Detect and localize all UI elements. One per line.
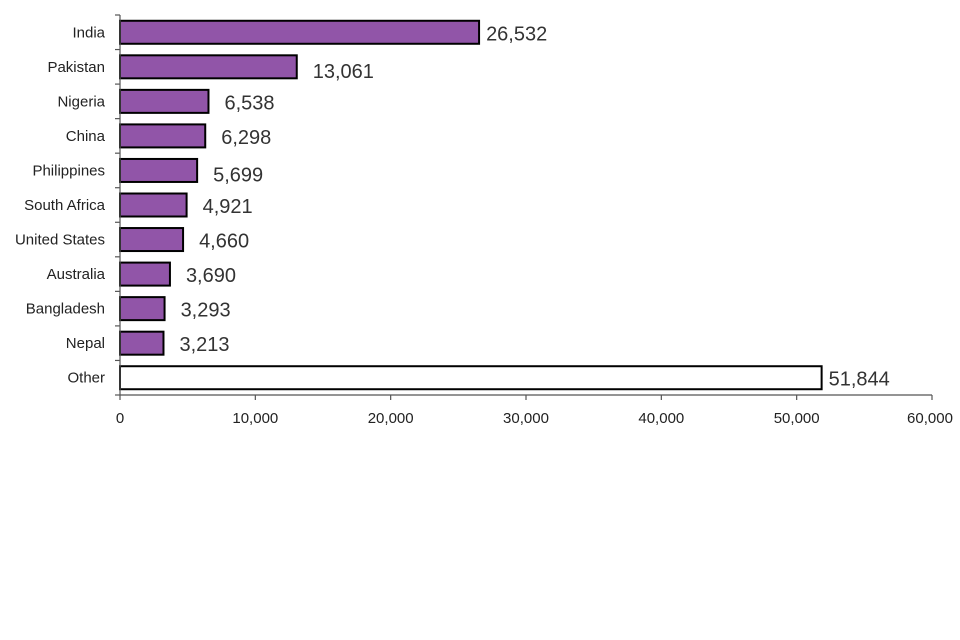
value-label: 26,532: [486, 23, 547, 45]
x-tick-label: 30,000: [503, 410, 549, 427]
category-label: Other: [67, 370, 105, 387]
category-label: Nepal: [66, 335, 105, 352]
bar-china: [119, 123, 207, 149]
value-label: 6,298: [221, 127, 271, 149]
bar-pakistan: [119, 54, 298, 80]
bar-other: [119, 365, 823, 391]
bar-bangladesh: [119, 296, 166, 322]
category-label: China: [66, 128, 106, 145]
bar-australia: [119, 261, 171, 287]
value-label: 13,061: [313, 61, 374, 83]
x-tick-label: 60,000: [907, 410, 953, 427]
bar-nigeria: [119, 88, 210, 114]
x-tick-label: 20,000: [368, 410, 414, 427]
bar-south-africa: [119, 192, 188, 218]
value-label: 5,699: [213, 164, 263, 186]
value-label: 4,921: [203, 196, 253, 218]
bar-nepal: [119, 330, 165, 356]
value-label: 3,690: [186, 265, 236, 287]
value-label: 3,213: [179, 334, 229, 356]
bar-india: [119, 19, 481, 45]
x-tick-label: 10,000: [232, 410, 278, 427]
category-label: India: [72, 24, 105, 41]
category-label: Pakistan: [47, 59, 105, 76]
x-tick-label: 50,000: [774, 410, 820, 427]
value-label: 6,538: [224, 92, 274, 114]
bar-philippines: [119, 157, 199, 183]
value-label: 3,293: [181, 300, 231, 322]
value-label: 4,660: [199, 231, 249, 253]
axes: [115, 14, 933, 400]
category-label: Nigeria: [57, 93, 105, 110]
category-label: Australia: [47, 266, 106, 283]
x-tick-label: 40,000: [638, 410, 684, 427]
category-label: South Africa: [24, 197, 106, 214]
category-label: Bangladesh: [26, 301, 105, 318]
labels: India 26,532 Pakistan 13,061 Nigeria 6,538 Chi…: [15, 23, 953, 427]
x-tick-label: 0: [116, 410, 124, 427]
value-label: 51,844: [829, 369, 890, 391]
bar-united-states: [119, 227, 185, 253]
category-label: Philippines: [32, 162, 105, 179]
category-label: United States: [15, 232, 105, 249]
